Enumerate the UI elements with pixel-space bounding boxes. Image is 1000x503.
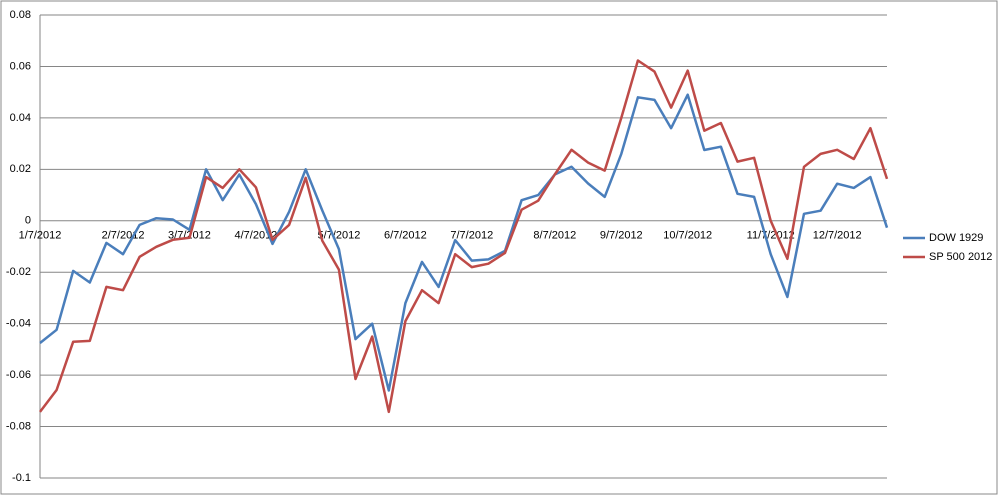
- y-tick-label: -0.08: [6, 420, 31, 432]
- x-tick-label: 1/7/2012: [19, 230, 62, 242]
- y-tick-label: 0.02: [10, 163, 31, 175]
- x-tick-label: 6/7/2012: [384, 230, 427, 242]
- x-tick-label: 8/7/2012: [533, 230, 576, 242]
- series-line: [39, 93, 889, 392]
- x-tick-label: 7/7/2012: [450, 230, 493, 242]
- y-tick-label: -0.06: [6, 369, 31, 381]
- y-tick-label: 0.08: [10, 9, 31, 21]
- x-tick-label: 9/7/2012: [600, 230, 643, 242]
- y-tick-label: 0.04: [10, 112, 31, 124]
- x-tick-label: 2/7/2012: [102, 230, 145, 242]
- x-tick-label: 11/7/2012: [747, 230, 795, 242]
- x-tick-label: 10/7/2012: [663, 230, 712, 242]
- x-tick-label: 12/7/2012: [813, 230, 862, 242]
- y-tick-label: -0.1: [12, 472, 31, 484]
- legend-label: SP 500 2012: [929, 251, 992, 263]
- legend-label: DOW 1929: [929, 232, 983, 244]
- y-tick-label: 0: [25, 215, 31, 227]
- x-tick-label: 5/7/2012: [318, 230, 361, 242]
- y-tick-label: 0.06: [10, 60, 31, 72]
- y-tick-label: -0.02: [6, 266, 31, 278]
- series-line: [39, 59, 889, 414]
- y-tick-label: -0.04: [6, 318, 31, 330]
